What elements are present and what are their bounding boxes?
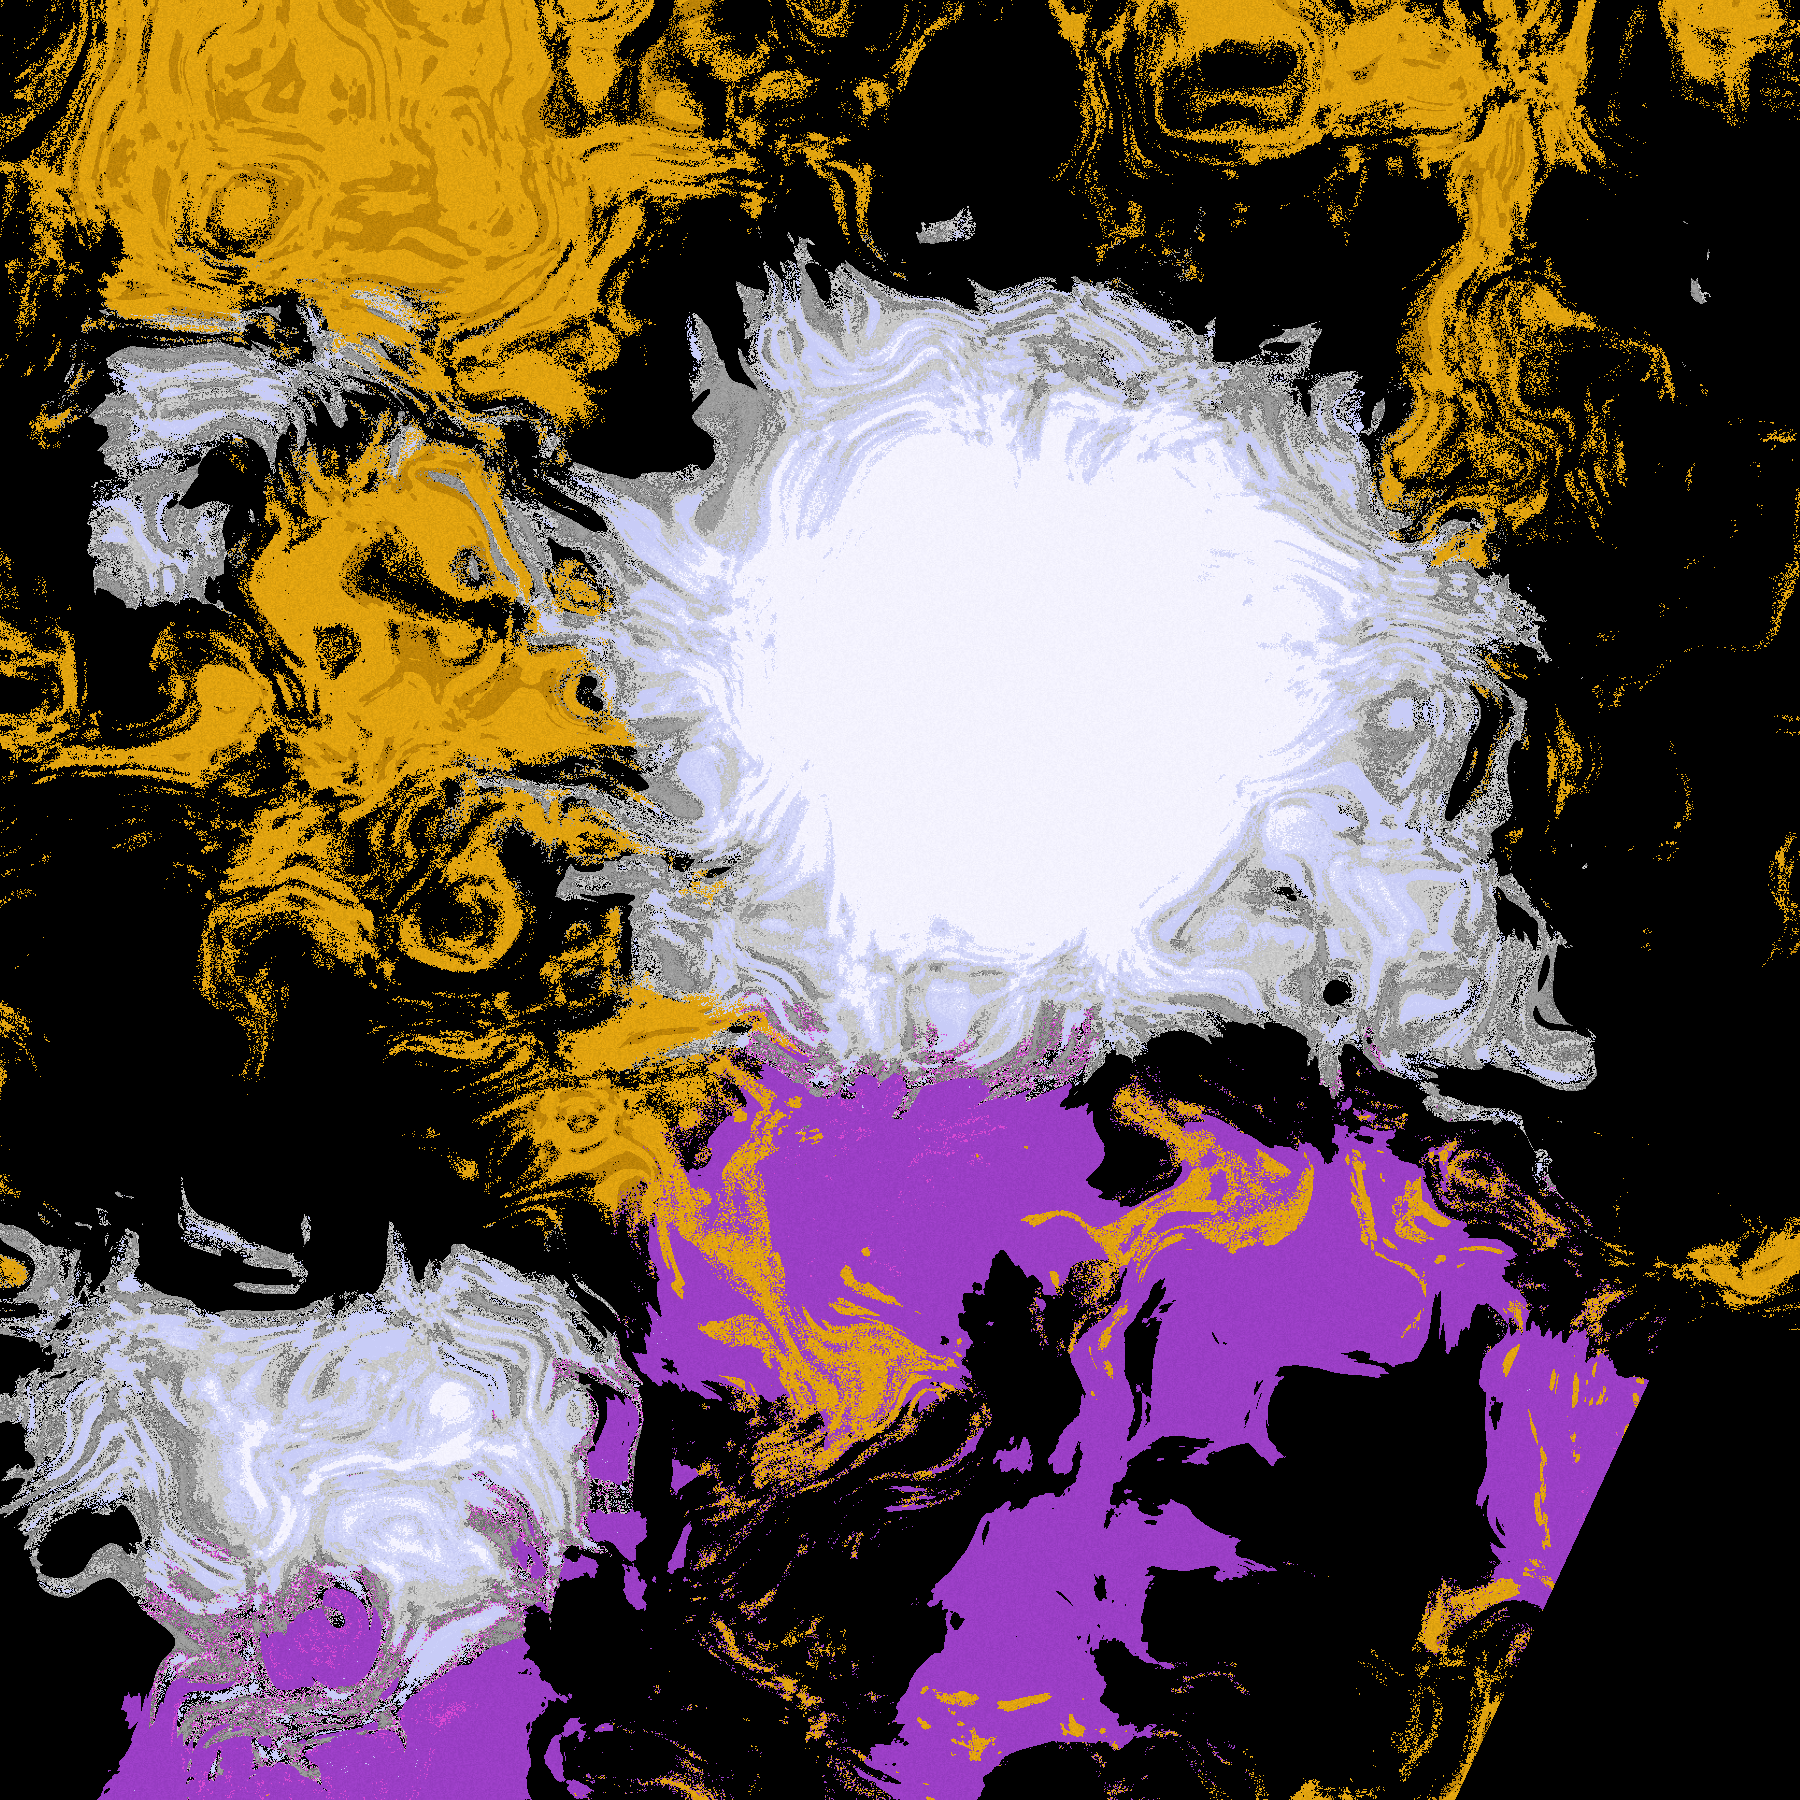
- image-viewport: Satellite false-colour classified scene …: [0, 0, 1800, 1800]
- satellite-raster-image: [0, 0, 1800, 1800]
